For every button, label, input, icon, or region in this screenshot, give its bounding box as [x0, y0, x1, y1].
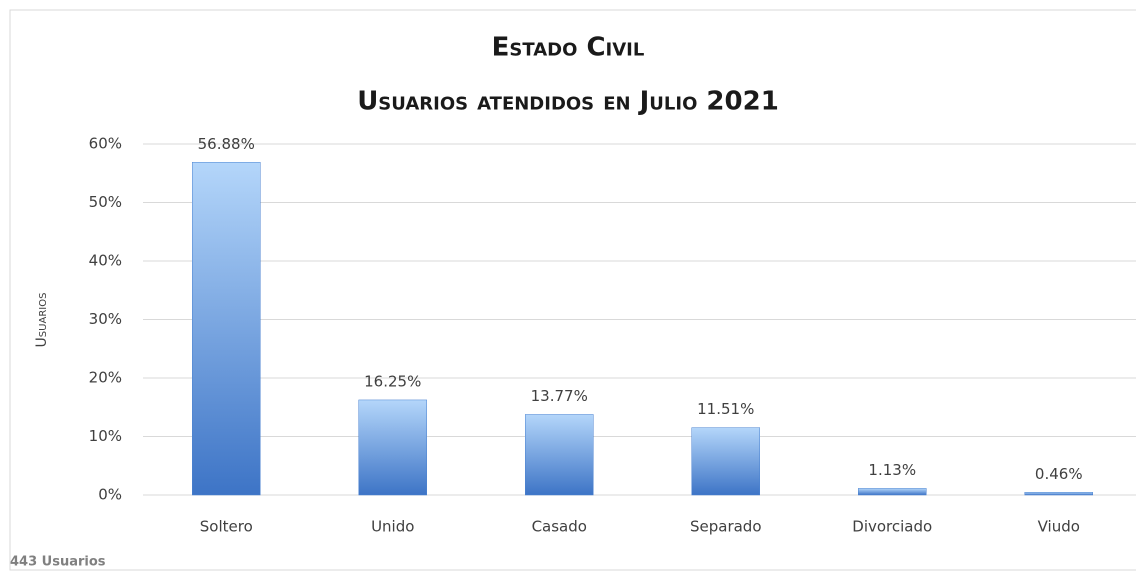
bar: [192, 162, 261, 496]
y-tick-label: 50%: [89, 193, 122, 211]
y-tick-label: 60%: [89, 135, 122, 153]
y-tick-label: 0%: [98, 486, 122, 504]
bar: [1024, 492, 1093, 496]
value-label: 1.13%: [868, 461, 916, 479]
chart-title: Estado Civil: [492, 33, 645, 63]
x-tick-label: Casado: [532, 518, 587, 536]
y-tick-label: 20%: [89, 369, 122, 387]
y-axis-label: Usuarios: [34, 293, 50, 348]
value-label: 11.51%: [697, 400, 754, 418]
value-label: 56.88%: [198, 135, 255, 153]
y-tick-label: 40%: [89, 252, 122, 270]
value-label: 13.77%: [531, 387, 588, 405]
value-label: 0.46%: [1035, 465, 1083, 483]
value-label: 16.25%: [364, 372, 421, 390]
annotation: 443 Usuarios: [10, 555, 106, 570]
chart-border: [9, 9, 1136, 571]
bar: [691, 427, 760, 496]
x-tick-label: Unido: [371, 518, 414, 536]
bar: [858, 488, 927, 496]
y-tick-label: 10%: [89, 427, 122, 445]
x-tick-label: Divorciado: [852, 518, 932, 536]
bar: [358, 399, 427, 496]
y-tick-label: 30%: [89, 310, 122, 328]
x-tick-label: Viudo: [1038, 518, 1080, 536]
x-tick-label: Separado: [690, 518, 762, 536]
chart-subtitle: Usuarios atendidos en Julio 2021: [357, 87, 779, 117]
x-tick-label: Soltero: [200, 518, 253, 536]
bar: [525, 414, 594, 496]
